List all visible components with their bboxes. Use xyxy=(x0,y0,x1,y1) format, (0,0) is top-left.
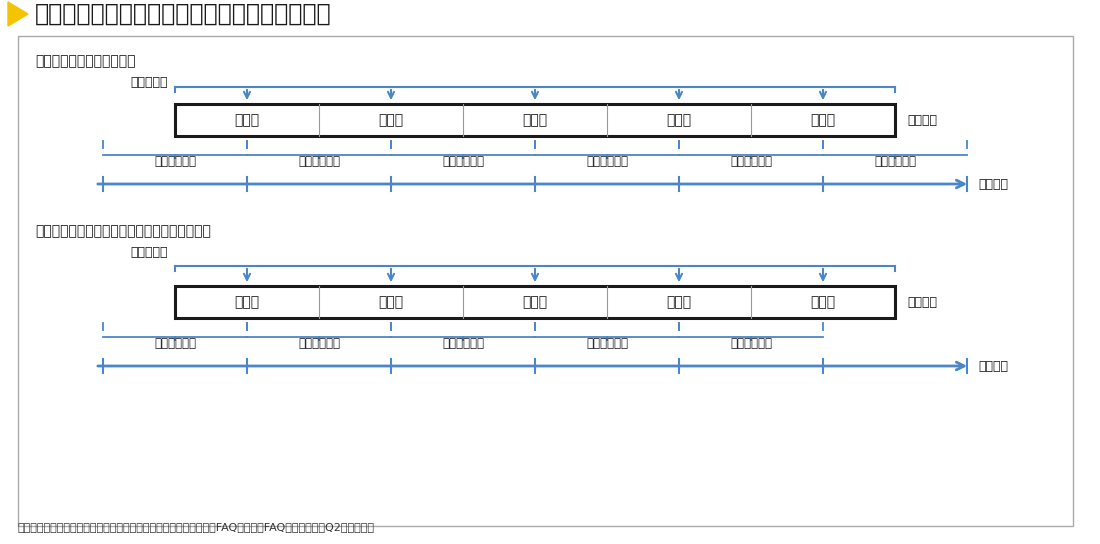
Text: 当期分保険料: 当期分保険料 xyxy=(874,155,916,168)
Text: 各期間: 各期間 xyxy=(811,113,836,127)
Text: ＜短期前払費用として損金算入している場合＞: ＜短期前払費用として損金算入している場合＞ xyxy=(35,224,211,238)
Text: 保険期間: 保険期間 xyxy=(908,114,937,127)
Text: 事業年度: 事業年度 xyxy=(978,177,1008,190)
Text: 各期間: 各期間 xyxy=(378,113,404,127)
Text: 当期分保険料: 当期分保険料 xyxy=(586,337,628,350)
Text: 当期分保険料: 当期分保険料 xyxy=(154,155,196,168)
Text: 各期間: 各期間 xyxy=(667,113,692,127)
Bar xyxy=(175,286,895,318)
Text: 当期分保険料: 当期分保険料 xyxy=(730,337,772,350)
Text: 当期分保険料: 当期分保険料 xyxy=(442,337,484,350)
Text: 各期間: 各期間 xyxy=(234,113,260,127)
Text: 各期間: 各期間 xyxy=(378,295,404,309)
Polygon shape xyxy=(8,2,28,26)
Text: 当期分保険料: 当期分保険料 xyxy=(442,155,484,168)
Text: 各期間: 各期間 xyxy=(667,295,692,309)
Text: 当期分保険料: 当期分保険料 xyxy=(586,155,628,168)
Text: 各期間: 各期間 xyxy=(234,295,260,309)
Text: ＜当期分支払保険料の額＞: ＜当期分支払保険料の額＞ xyxy=(35,54,135,68)
Text: 保険料支払: 保険料支払 xyxy=(130,246,167,259)
Text: 各期間: 各期間 xyxy=(522,295,548,309)
Text: 出典：「定期保険及び第三分野保険に係る保険料の取扱いに関するFAQ（以下「FAQ」と表記）〔Q2〕」国税庁: 出典：「定期保険及び第三分野保険に係る保険料の取扱いに関するFAQ（以下「FAQ… xyxy=(18,522,375,532)
Text: 当期分保険料: 当期分保険料 xyxy=(298,337,340,350)
Text: 当期分保険料: 当期分保険料 xyxy=(730,155,772,168)
Text: 各期間: 各期間 xyxy=(811,295,836,309)
Text: 各期間: 各期間 xyxy=(522,113,548,127)
Text: 当期分保険料: 当期分保険料 xyxy=(298,155,340,168)
Text: 事業年度: 事業年度 xyxy=(978,360,1008,373)
Text: 当期分保険料: 当期分保険料 xyxy=(154,337,196,350)
Text: ＜図解＞保険期間及び当期分支払保険料の関係: ＜図解＞保険期間及び当期分支払保険料の関係 xyxy=(35,2,331,26)
Text: 保険期間: 保険期間 xyxy=(908,295,937,308)
Bar xyxy=(175,104,895,136)
Text: 保険料支払: 保険料支払 xyxy=(130,76,167,89)
